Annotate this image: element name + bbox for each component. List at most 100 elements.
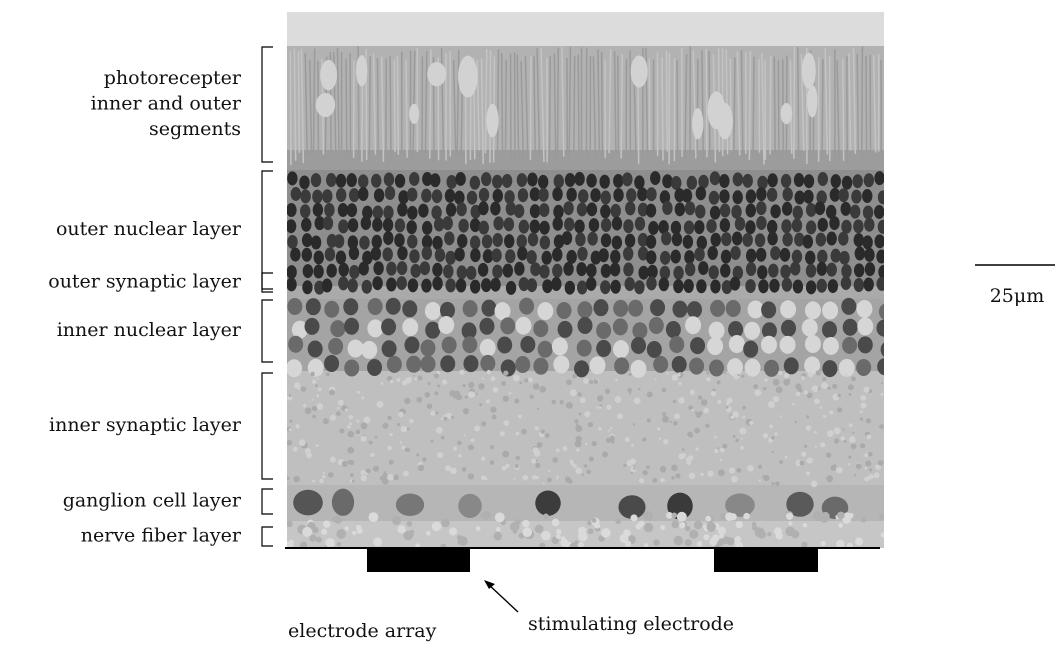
texture [693, 520, 703, 530]
texture [576, 448, 580, 452]
nucleus [372, 217, 383, 232]
texture [349, 473, 354, 477]
texture [585, 442, 588, 446]
texture [556, 475, 559, 478]
nucleus [397, 246, 408, 261]
nucleus [360, 216, 372, 231]
photoreceptor-streak [733, 57, 736, 153]
nucleus [830, 248, 841, 263]
nucleus [863, 173, 875, 188]
texture [617, 413, 624, 420]
texture [819, 406, 823, 409]
photoreceptor-streak [372, 52, 377, 155]
texture [850, 443, 857, 450]
texture [837, 393, 841, 398]
nucleus [529, 219, 540, 234]
texture [434, 391, 439, 396]
nucleus [624, 277, 635, 292]
texture [360, 469, 366, 475]
nucleus [371, 234, 382, 249]
texture [685, 525, 691, 532]
photoreceptor-streak [736, 51, 741, 156]
nucleus [300, 204, 311, 219]
texture [706, 377, 711, 382]
nucleus [421, 246, 433, 261]
texture [734, 541, 744, 548]
nucleus [645, 234, 657, 249]
nucleus [853, 219, 864, 234]
nucleus [829, 216, 840, 231]
cell [438, 316, 455, 335]
texture [475, 526, 481, 531]
texture [508, 391, 512, 395]
nucleus [816, 190, 827, 205]
texture [880, 392, 884, 396]
texture [811, 385, 819, 392]
texture [548, 469, 551, 473]
photoreceptor-streak [293, 48, 297, 161]
texture [785, 526, 796, 537]
nucleus [529, 187, 541, 202]
nucleus [444, 231, 455, 246]
nucleus [313, 264, 324, 279]
texture [604, 388, 611, 394]
nucleus [434, 248, 446, 263]
texture [374, 435, 378, 439]
nucleus [490, 201, 501, 216]
nucleus [338, 219, 349, 234]
texture [679, 522, 686, 529]
texture [356, 419, 360, 423]
texture [339, 428, 345, 434]
nucleus [876, 276, 884, 291]
nucleus [425, 321, 441, 339]
texture [822, 377, 827, 381]
nucleus [816, 261, 828, 276]
texture [490, 408, 495, 413]
nucleus [625, 201, 636, 216]
nucleus [383, 231, 394, 246]
nucleus [287, 171, 298, 186]
photoreceptor-streak [761, 53, 765, 165]
texture [799, 460, 805, 466]
nucleus [454, 247, 465, 262]
nucleus [432, 235, 443, 250]
texture [678, 382, 682, 386]
nucleus [418, 203, 429, 218]
texture [303, 403, 307, 408]
photoreceptor-streak [705, 48, 708, 158]
texture [591, 441, 597, 447]
texture [360, 422, 368, 430]
texture [532, 383, 540, 390]
texture [479, 403, 483, 407]
texture [853, 474, 857, 477]
texture [448, 527, 458, 536]
photoreceptor-streak [300, 49, 305, 164]
nucleus [853, 263, 865, 278]
texture [551, 518, 560, 527]
nucleus [430, 173, 441, 188]
nucleus [841, 264, 852, 279]
photoreceptor-streak [480, 58, 484, 165]
nucleus [803, 174, 815, 189]
nucleus [696, 279, 707, 294]
nucleus [694, 247, 705, 262]
texture [740, 437, 743, 440]
nucleus [517, 246, 528, 261]
texture [736, 467, 742, 473]
photoreceptor-streak [789, 59, 793, 154]
nucleus [689, 357, 705, 375]
texture [415, 543, 420, 548]
nucleus [852, 174, 863, 189]
nucleus [826, 231, 837, 246]
nucleus [439, 301, 455, 319]
nucleus [853, 278, 865, 293]
photoreceptor-blob [356, 55, 368, 87]
texture [593, 379, 599, 385]
nucleus [492, 174, 503, 189]
nucleus [754, 233, 766, 248]
texture [312, 479, 316, 483]
texture [646, 391, 653, 398]
nucleus [840, 276, 852, 291]
texture [812, 511, 823, 522]
texture [830, 464, 837, 471]
